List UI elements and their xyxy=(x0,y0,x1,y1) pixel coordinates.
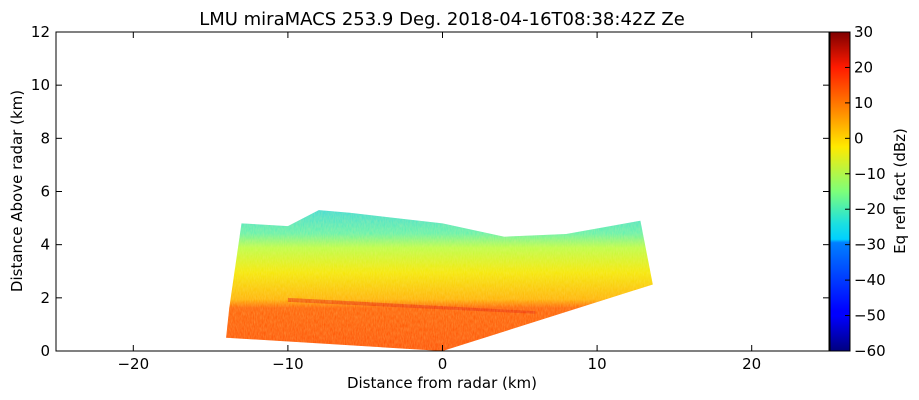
x-tick-label: 0 xyxy=(438,355,448,373)
y-tick-label: 8 xyxy=(40,129,50,147)
colorbar-ramp xyxy=(829,31,851,352)
colorbar-tick-label: −50 xyxy=(854,307,886,325)
chart-title: LMU miraMACS 253.9 Deg. 2018-04-16T08:38… xyxy=(199,9,685,30)
colorbar: 30 20 10 0 −10 −20 −30 −40 −50 −60 Eq refl fact (… xyxy=(829,23,909,360)
colorbar-tick-label: −60 xyxy=(854,342,886,360)
colorbar-tick-label: −20 xyxy=(854,200,886,218)
radar-echo xyxy=(226,210,653,351)
x-axis-label: Distance from radar (km) xyxy=(347,374,537,392)
colorbar-tick-label: 10 xyxy=(854,94,873,112)
y-tick-label: 12 xyxy=(31,23,50,41)
x-tick-label: −10 xyxy=(272,355,304,373)
y-tick-label: 6 xyxy=(40,183,50,201)
x-tick-label: 20 xyxy=(742,355,761,373)
y-tick-label: 0 xyxy=(40,342,50,360)
colorbar-tick-label: −10 xyxy=(854,165,886,183)
colorbar-label: Eq refl fact (dBz) xyxy=(891,128,909,254)
colorbar-tick-label: 20 xyxy=(854,58,873,76)
colorbar-tick-label: −40 xyxy=(854,271,886,289)
colorbar-tick-label: 30 xyxy=(854,23,873,41)
y-tick-label: 4 xyxy=(40,236,50,254)
x-tick-label: 10 xyxy=(588,355,607,373)
x-axis-ticks: −20 −10 0 10 20 xyxy=(117,32,761,373)
y-axis-ticks: 0 2 4 6 8 10 12 xyxy=(31,23,829,360)
y-axis-label: Distance Above radar (km) xyxy=(8,90,26,292)
y-tick-label: 2 xyxy=(40,289,50,307)
y-tick-label: 10 xyxy=(31,76,50,94)
x-tick-label: −20 xyxy=(117,355,149,373)
colorbar-tick-label: 0 xyxy=(854,129,864,147)
echo-texture xyxy=(226,210,653,351)
colorbar-tick-label: −30 xyxy=(854,236,886,254)
plot-area: −20 −10 0 10 20 0 2 4 6 8 10 12 xyxy=(31,23,830,373)
colorbar-ticks: 30 20 10 0 −10 −20 −30 −40 −50 −60 xyxy=(845,23,886,360)
